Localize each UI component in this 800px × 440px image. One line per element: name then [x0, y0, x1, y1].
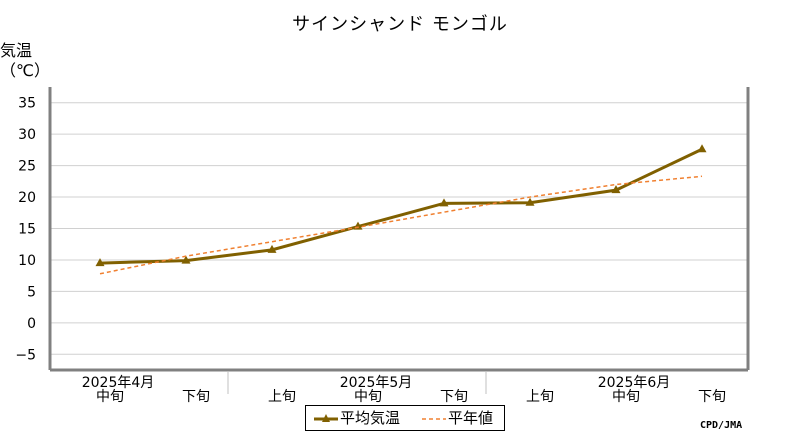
- series-mean-point: [95, 258, 105, 267]
- y-tick-label: 25: [18, 159, 36, 175]
- y-tick-label: 35: [18, 96, 36, 112]
- y-tick-label: 0: [27, 316, 36, 332]
- series-mean-point: [697, 144, 707, 153]
- chart-title: サインシャンド モンゴル: [292, 14, 508, 35]
- y-axis-label: 気温: [0, 41, 33, 60]
- y-tick-label: −5: [15, 347, 36, 363]
- series-mean-line: [99, 147, 703, 265]
- legend-normal-label: 平年値: [448, 409, 494, 427]
- x-tick-label: 下旬: [182, 389, 210, 405]
- y-tick-label: 5: [27, 284, 36, 300]
- series-mean-point: [525, 197, 535, 206]
- x-tick-label: 下旬: [440, 389, 468, 405]
- credit-text: CPD/JMA: [700, 420, 743, 431]
- legend-normal-marker: [422, 418, 446, 420]
- x-tick-label: 中旬: [96, 389, 124, 405]
- y-tick-label: 15: [18, 222, 36, 238]
- legend: 平均気温 平年値: [305, 405, 505, 431]
- x-month-label: 2025年5月: [340, 375, 413, 391]
- x-tick-label: 上旬: [526, 389, 554, 405]
- legend-mean-label: 平均気温: [340, 409, 401, 427]
- y-axis-unit: （℃）: [0, 61, 50, 80]
- x-tick-label: 上旬: [268, 389, 296, 405]
- x-tick-label: 中旬: [612, 389, 640, 405]
- x-tick-label: 下旬: [698, 389, 726, 405]
- legend-mean-marker: [314, 414, 338, 422]
- series-mean-point: [267, 244, 277, 253]
- y-tick-label: 30: [18, 127, 36, 143]
- y-tick-label: 10: [18, 253, 36, 269]
- x-tick-label: 中旬: [354, 389, 382, 405]
- series-mean-point: [439, 198, 449, 207]
- series-mean-point: [611, 185, 621, 194]
- x-month-label: 2025年4月: [82, 375, 155, 391]
- x-month-label: 2025年6月: [598, 375, 671, 391]
- series-mean-point: [181, 255, 191, 264]
- y-tick-label: 20: [18, 190, 36, 206]
